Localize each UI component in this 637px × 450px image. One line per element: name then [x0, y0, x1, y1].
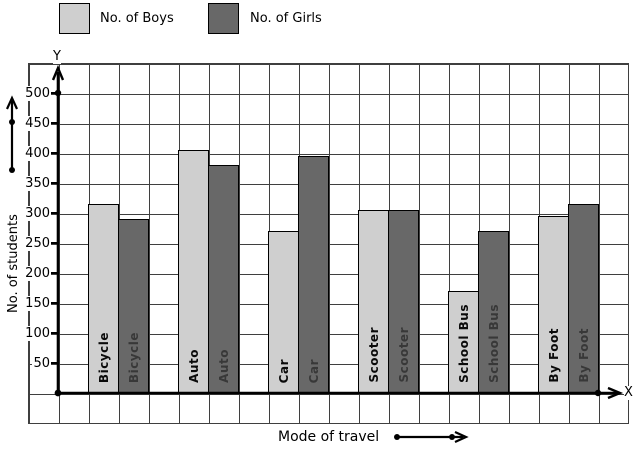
bar-school-bus-girls: School Bus — [478, 231, 509, 393]
bar-car-girls: Car — [298, 156, 329, 393]
y-tick-label: 150 — [24, 295, 51, 311]
y-tick-label: 350 — [24, 175, 51, 191]
bar-school-bus-boys: School Bus — [448, 291, 479, 393]
bar-category-label: By Foot — [576, 328, 591, 383]
y-tick-300: 300 — [22, 204, 58, 222]
legend-swatch-boys — [59, 3, 90, 34]
bar-category-label: Scooter — [366, 327, 381, 383]
y-tick-150: 150 — [22, 294, 58, 312]
y-tick-label: 500 — [24, 85, 51, 101]
y-tick-label: 450 — [24, 115, 51, 131]
legend-label-boys: No. of Boys — [100, 11, 174, 26]
bar-car-boys: Car — [268, 231, 299, 393]
y-tick-mark — [51, 182, 58, 184]
y-tick-label: 300 — [24, 205, 51, 221]
y-tick-label: 200 — [24, 265, 51, 281]
y-tick-mark — [51, 362, 58, 364]
y-tick-350: 350 — [22, 174, 58, 192]
y-tick-mark — [51, 92, 58, 94]
x-indicator-arrowhead-icon — [454, 430, 469, 444]
y-tick-400: 400 — [22, 144, 58, 162]
y-tick-label: 400 — [24, 145, 51, 161]
y-tick-450: 450 — [22, 114, 58, 132]
y-tick-label: 50 — [32, 355, 51, 371]
y-tick-mark — [51, 242, 58, 244]
y-indicator-dot-lower — [9, 167, 15, 173]
bar-by-foot-girls: By Foot — [568, 204, 599, 393]
bar-category-label: Car — [306, 358, 321, 383]
legend-swatch-girls — [208, 3, 239, 34]
bar-category-label: School Bus — [456, 304, 471, 383]
bar-category-label: By Foot — [546, 328, 561, 383]
y-tick-label: 250 — [24, 235, 51, 251]
bar-category-label: Bicycle — [96, 331, 111, 383]
bar-bicycle-girls: Bicycle — [118, 219, 149, 393]
y-axis-title: No. of students — [6, 214, 21, 313]
y-tick-100: 100 — [22, 324, 58, 342]
y-indicator-arrowhead-icon — [5, 95, 19, 110]
y-tick-label: 100 — [24, 325, 51, 341]
x-axis-letter: X — [624, 385, 633, 400]
bar-auto-boys: Auto — [178, 150, 209, 393]
bar-category-label: Scooter — [396, 327, 411, 383]
y-tick-250: 250 — [22, 234, 58, 252]
bar-by-foot-boys: By Foot — [538, 216, 569, 393]
y-tick-50: 50 — [22, 354, 58, 372]
y-indicator-dot-upper — [9, 119, 15, 125]
y-tick-500: 500 — [22, 84, 58, 102]
bar-scooter-girls: Scooter — [388, 210, 419, 393]
y-tick-mark — [51, 152, 58, 154]
bar-category-label: Car — [276, 358, 291, 383]
bar-bicycle-boys: Bicycle — [88, 204, 119, 393]
x-axis-title: Mode of travel — [278, 429, 380, 445]
y-tick-mark — [51, 272, 58, 274]
bar-category-label: School Bus — [486, 304, 501, 383]
x-indicator-dot-right — [449, 434, 455, 440]
legend-label-girls: No. of Girls — [250, 11, 322, 26]
bar-category-label: Bicycle — [126, 331, 141, 383]
y-tick-200: 200 — [22, 264, 58, 282]
y-tick-mark — [51, 332, 58, 334]
y-axis-letter: Y — [53, 49, 61, 64]
y-tick-mark — [51, 302, 58, 304]
x-indicator-dot-left — [394, 434, 400, 440]
bar-scooter-boys: Scooter — [358, 210, 389, 393]
y-tick-mark — [51, 212, 58, 214]
bar-category-label: Auto — [186, 349, 201, 383]
bar-auto-girls: Auto — [208, 165, 239, 393]
y-tick-mark — [51, 122, 58, 124]
bar-category-label: Auto — [216, 349, 231, 383]
